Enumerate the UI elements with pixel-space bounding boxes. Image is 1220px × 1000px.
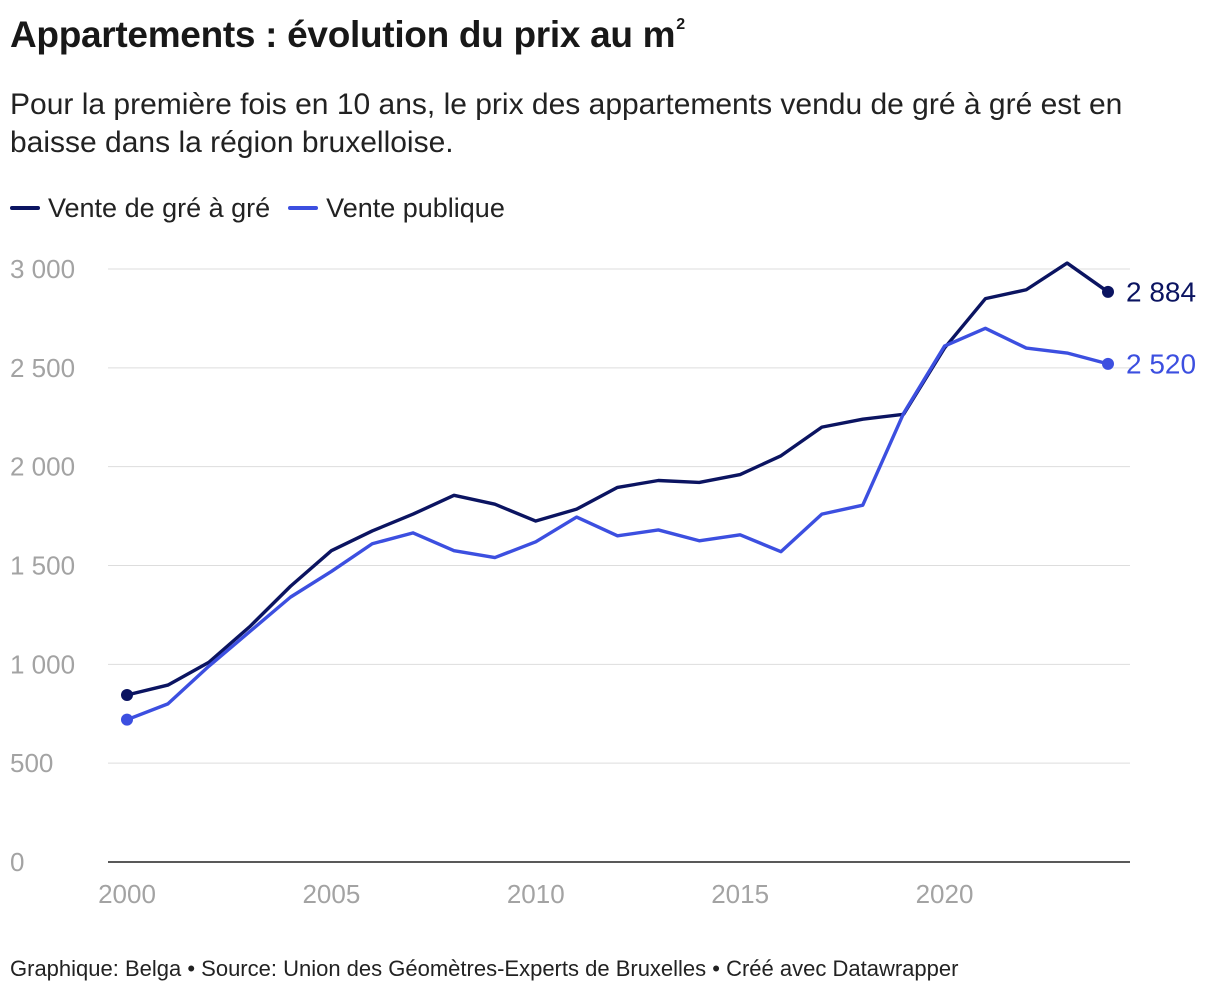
chart-title: Appartements : évolution du prix au m2 xyxy=(10,14,685,56)
x-axis: 2000 2005 2010 2015 2020 xyxy=(98,879,973,909)
series-line-gre-a-gre xyxy=(125,261,1110,697)
chart-title-superscript: 2 xyxy=(676,16,685,33)
x-tick-label: 2010 xyxy=(507,879,565,909)
y-axis: 0 500 1 000 1 500 2 000 2 500 3 000 xyxy=(10,254,75,877)
series-line-publique xyxy=(125,326,1110,722)
chart-legend: Vente de gré à gré Vente publique xyxy=(10,191,523,225)
x-tick-label: 2000 xyxy=(98,879,156,909)
series-start-point xyxy=(121,688,133,701)
x-tick-label: 2005 xyxy=(302,879,360,909)
y-tick-label: 1 000 xyxy=(10,649,75,679)
y-tick-label: 3 000 xyxy=(10,254,75,284)
y-tick-label: 2 500 xyxy=(10,353,75,383)
legend-label-publique: Vente publique xyxy=(326,192,505,223)
series-end-label: 2 884 xyxy=(1126,276,1196,307)
chart-subtitle: Pour la première fois en 10 ans, le prix… xyxy=(10,88,1123,159)
legend-label-gre-a-gre: Vente de gré à gré xyxy=(48,192,271,223)
series-start-point xyxy=(121,713,133,726)
series-end-point xyxy=(1102,357,1114,370)
grid-layer xyxy=(108,268,1130,863)
y-tick-label: 500 xyxy=(10,748,53,778)
chart-title-text: Appartements : évolution du prix au m xyxy=(10,14,676,55)
y-tick-label: 1 500 xyxy=(10,551,75,581)
x-tick-label: 2015 xyxy=(711,879,769,909)
legend-item-gre-a-gre: Vente de gré à gré xyxy=(10,193,270,224)
end-labels: 2 884 2 520 xyxy=(1126,276,1196,379)
legend-swatch-gre-a-gre xyxy=(10,206,40,210)
legend-swatch-publique xyxy=(288,206,319,210)
y-tick-label: 2 000 xyxy=(10,452,75,482)
chart-footer: Graphique: Belga • Source: Union des Géo… xyxy=(10,956,959,981)
y-tick-label: 0 xyxy=(10,847,24,877)
series-end-point xyxy=(1102,285,1114,298)
legend-item-publique: Vente publique xyxy=(288,193,505,224)
x-tick-label: 2020 xyxy=(916,879,974,909)
series-layer xyxy=(121,261,1114,726)
series-end-label: 2 520 xyxy=(1126,348,1196,379)
